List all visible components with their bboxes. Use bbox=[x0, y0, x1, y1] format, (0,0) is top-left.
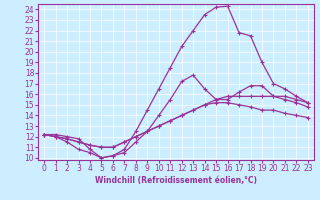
X-axis label: Windchill (Refroidissement éolien,°C): Windchill (Refroidissement éolien,°C) bbox=[95, 176, 257, 185]
